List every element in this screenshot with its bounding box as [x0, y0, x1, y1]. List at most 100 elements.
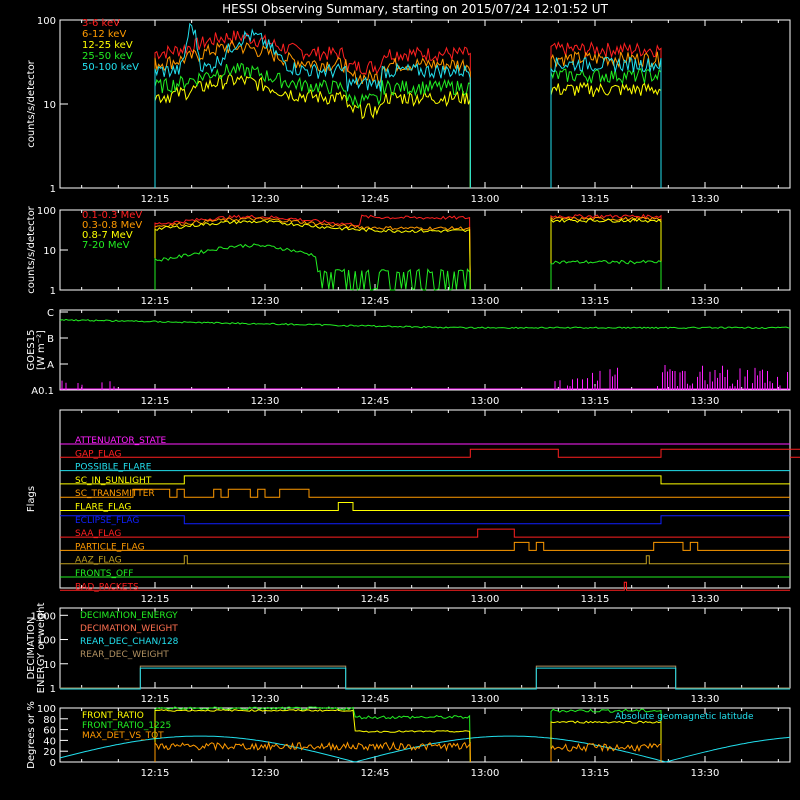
x-tick-label: 13:15: [581, 594, 610, 605]
panel-frame-5: [59, 707, 791, 763]
flag-label: SAA_FLAG: [75, 529, 121, 539]
legend-entry: 6-12 keV: [82, 29, 126, 40]
y-tick-label: 1: [50, 684, 56, 695]
series-green: [154, 243, 471, 291]
x-tick-label: 12:45: [361, 594, 390, 605]
series-yellow: [550, 218, 662, 290]
x-tick-label: 12:45: [361, 396, 390, 407]
x-tick-label: 13:15: [581, 194, 610, 205]
y-tick-label: 10: [43, 660, 56, 671]
flag-label: AAZ_FLAG: [75, 556, 122, 566]
rear-dec-weight-line: [60, 665, 790, 689]
y-tick-label: 0: [50, 758, 56, 769]
chart-title: HESSI Observing Summary, starting on 201…: [222, 2, 608, 16]
x-tick-label: 13:00: [471, 194, 500, 205]
legend-entry: 50-100 keV: [82, 62, 139, 73]
y-axis-label-5: Degrees or %: [26, 701, 37, 769]
y-tick-label: 1: [50, 184, 56, 195]
y-tick-label: 100: [37, 704, 56, 715]
series-green: [550, 708, 662, 762]
series-cyan: [154, 22, 471, 188]
x-tick-label: 12:30: [251, 768, 280, 779]
x-tick-label: 13:00: [471, 594, 500, 605]
series-cyan: [550, 56, 662, 188]
y-tick-label: 60: [43, 726, 56, 737]
x-tick-label: 13:30: [691, 594, 720, 605]
flag-line: [60, 448, 800, 458]
x-tick-label: 13:00: [471, 296, 500, 307]
goes-flux-line: [59, 318, 791, 330]
panel-frame-2: [59, 309, 791, 391]
series-yellow: [154, 219, 471, 291]
y-tick-label: A: [47, 360, 54, 371]
flag-line: [60, 475, 790, 485]
series-orange: [550, 50, 662, 188]
x-tick-label: 12:45: [361, 768, 390, 779]
series-yellow: [154, 708, 471, 763]
y-tick-label: C: [47, 308, 54, 319]
legend-entry: 0.8-7 MeV: [82, 230, 133, 241]
y-tick-label: 10: [43, 246, 56, 257]
series-orange: [550, 742, 662, 762]
flag-line: [60, 515, 790, 525]
y-tick-label: 100: [37, 206, 56, 217]
series-orange: [550, 216, 662, 290]
y-axis-label-3: Flags: [26, 486, 37, 512]
x-tick-label: 12:15: [141, 694, 170, 705]
x-tick-label: 12:15: [141, 768, 170, 779]
x-tick-label: 13:15: [581, 694, 610, 705]
legend-entry: 12-25 keV: [82, 40, 133, 51]
x-tick-label: 12:15: [141, 296, 170, 307]
legend-entry: DECIMATION_ENERGY: [80, 611, 178, 621]
x-tick-label: 13:15: [581, 768, 610, 779]
y-axis-label-1: counts/s/detector: [26, 205, 37, 293]
flag-line: [60, 528, 790, 538]
y-axis-label-0: counts/s/detector: [26, 59, 37, 147]
y-axis-label-4: DECIMATION: [26, 616, 37, 679]
legend-entry: MAX_DET_VS_TOT: [82, 731, 164, 741]
x-tick-label: 13:30: [691, 768, 720, 779]
x-tick-label: 12:45: [361, 194, 390, 205]
flag-line: [60, 502, 790, 511]
x-tick-label: 12:30: [251, 296, 280, 307]
x-tick-label: 12:15: [141, 594, 170, 605]
y-tick-label: B: [47, 334, 54, 345]
legend-entry: 3-6 keV: [82, 18, 120, 29]
legend-entry: 0.1-0.3 MeV: [82, 210, 142, 221]
x-tick-label: 12:45: [361, 296, 390, 307]
y-tick-label: 1000: [31, 611, 56, 622]
flag-label: SC_TRANSMITTER: [75, 489, 155, 499]
flag-label: FLARE_FLAG: [75, 503, 131, 513]
series-orange: [154, 39, 471, 188]
x-tick-label: 12:30: [251, 396, 280, 407]
legend-entry-right: Absolute geomagnetic latitude: [615, 712, 754, 722]
legend-entry: 7-20 MeV: [82, 240, 130, 251]
flag-line: [60, 581, 790, 591]
panel-frame-0: [59, 19, 791, 189]
flag-line: [60, 541, 790, 551]
x-tick-label: 12:15: [141, 396, 170, 407]
flag-label: ATTENUATOR_STATE: [75, 436, 167, 446]
flag-label: GAP_FLAG: [75, 449, 121, 459]
x-tick-label: 13:15: [581, 296, 610, 307]
x-tick-label: 13:30: [691, 396, 720, 407]
y-tick-label: 100: [37, 636, 56, 647]
series-green: [550, 259, 662, 290]
x-tick-label: 12:30: [251, 194, 280, 205]
x-tick-label: 12:45: [361, 694, 390, 705]
flag-label: PARTICLE_FLAG: [75, 542, 145, 552]
series-green: [154, 706, 471, 763]
legend-entry: DECIMATION_WEIGHT: [80, 624, 178, 634]
x-tick-label: 12:30: [251, 594, 280, 605]
legend-entry: REAR_DEC_CHAN/128: [80, 637, 179, 647]
series-green: [550, 68, 662, 188]
geomag-latitude-line: [59, 735, 791, 763]
rear-dec-chan-line: [60, 667, 790, 690]
series-yellow: [154, 73, 471, 188]
legend-entry: FRONT_RATIO_1225: [82, 721, 171, 731]
series-orange: [154, 217, 471, 291]
y-tick-label: 40: [43, 736, 56, 747]
y-tick-label: A0.1: [31, 386, 54, 397]
series-yellow: [550, 81, 662, 188]
